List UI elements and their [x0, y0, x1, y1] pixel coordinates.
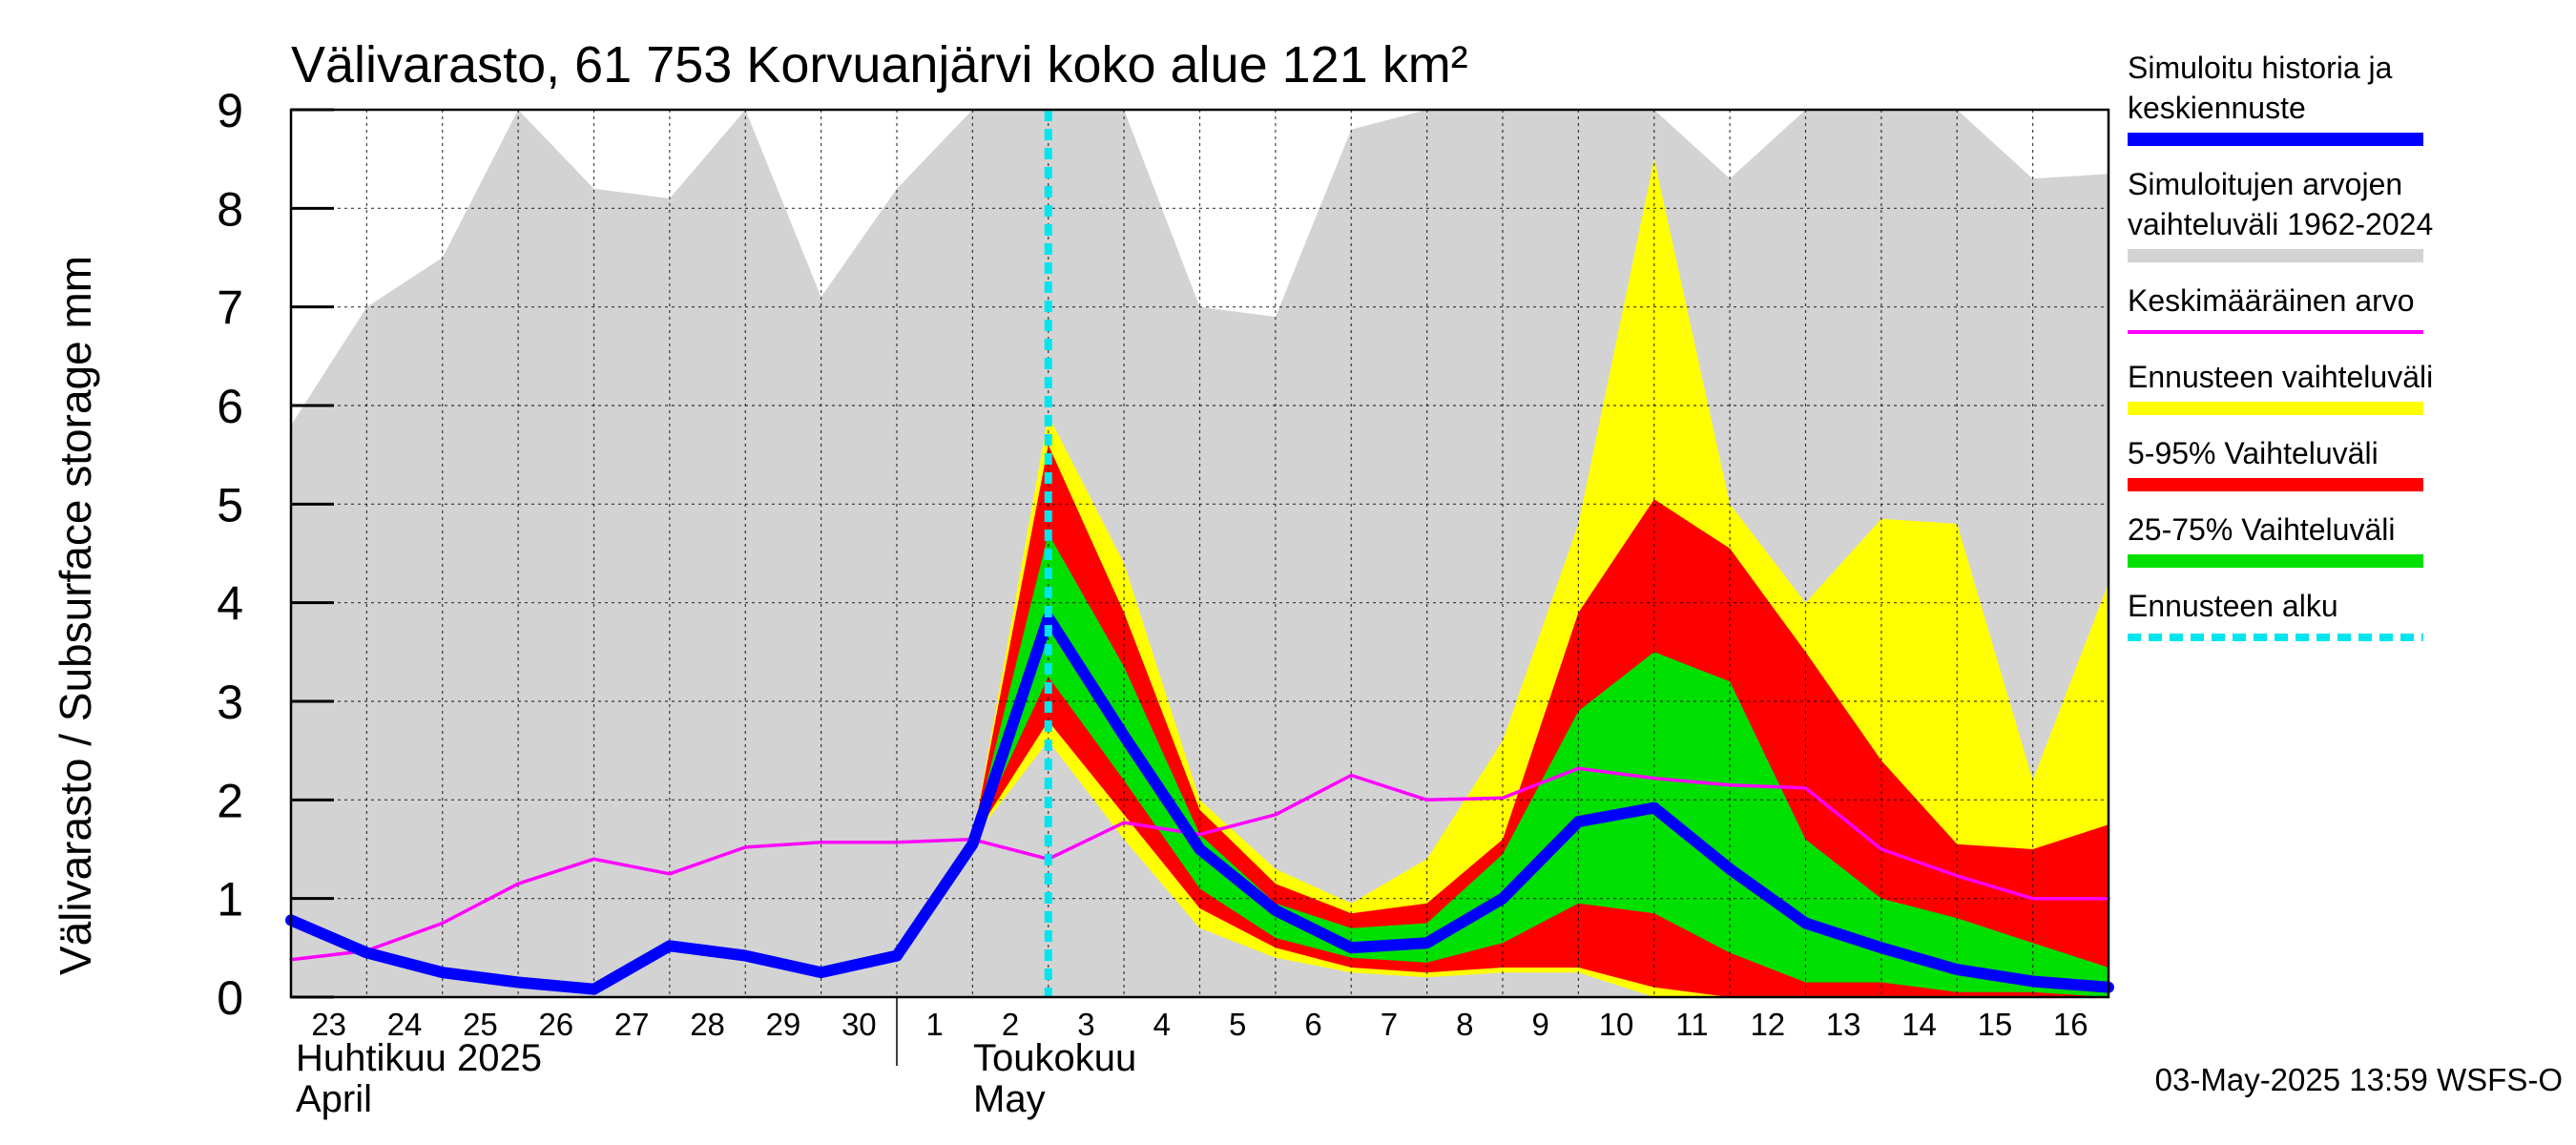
x-tick-label: 1 [926, 1007, 944, 1042]
y-tick-label: 7 [217, 281, 243, 335]
legend-label: 5-95% Vaihteluväli [2128, 436, 2379, 470]
x-tick-label: 15 [1978, 1007, 2013, 1042]
x-tick-label: 2 [1002, 1007, 1019, 1042]
legend-label: Simuloitu historia ja [2128, 51, 2393, 85]
x-tick-label: 4 [1153, 1007, 1171, 1042]
chart-title: Välivarasto, 61 753 Korvuanjärvi koko al… [291, 36, 1468, 94]
x-tick-label: 7 [1381, 1007, 1398, 1042]
x-tick-label: 8 [1456, 1007, 1473, 1042]
x-tick-label: 11 [1675, 1007, 1708, 1042]
month-label: Toukokuu [973, 1037, 1136, 1079]
y-tick-label: 3 [217, 676, 243, 729]
month-label: Huhtikuu 2025 [296, 1037, 542, 1079]
x-tick-label: 27 [614, 1007, 650, 1042]
legend-label: Simuloitujen arvojen [2128, 167, 2402, 201]
simulated-median-line [285, 612, 2114, 995]
y-tick-label: 1 [217, 873, 243, 926]
x-tick-label: 10 [1599, 1007, 1634, 1042]
legend: Simuloitu historia ja keskiennuste Simuloi… [2128, 51, 2433, 641]
y-tick-label: 0 [217, 971, 243, 1025]
legend-label: 25-75% Vaihteluväli [2128, 512, 2395, 547]
x-tick-label: 24 [387, 1007, 423, 1042]
p25-75-band [972, 533, 2109, 997]
legend-label: Ennusteen vaihteluväli [2128, 360, 2433, 394]
x-tick-label: 14 [1901, 1007, 1937, 1042]
legend-label: Keskimääräinen arvo [2128, 283, 2415, 318]
legend-label: vaihteluväli 1962-2024 [2128, 207, 2433, 241]
y-tick-label: 9 [217, 84, 243, 137]
month-label-english: April [296, 1078, 372, 1120]
x-tick-label: 13 [1826, 1007, 1861, 1042]
y-tick-label: 6 [217, 380, 243, 433]
x-tick-label: 9 [1532, 1007, 1549, 1042]
x-tick-label: 26 [538, 1007, 573, 1042]
y-tick-label: 4 [217, 577, 243, 631]
x-tick-label: 6 [1304, 1007, 1321, 1042]
x-tick-label: 25 [463, 1007, 498, 1042]
x-tick-label: 30 [841, 1007, 877, 1042]
legend-label: keskiennuste [2128, 91, 2306, 125]
month-label-english: May [973, 1078, 1046, 1120]
x-tick-label: 3 [1077, 1007, 1094, 1042]
y-tick-label: 2 [217, 774, 243, 827]
mean-line [289, 766, 2110, 962]
x-tick-label: 29 [766, 1007, 801, 1042]
x-tick-label: 5 [1229, 1007, 1246, 1042]
x-tick-label: 28 [690, 1007, 725, 1042]
legend-label: Ennusteen alku [2128, 589, 2338, 623]
y-tick-label: 8 [217, 182, 243, 236]
plot-area [285, 110, 2114, 997]
y-tick-label: 5 [217, 478, 243, 531]
timestamp: 03-May-2025 13:59 WSFS-O [2155, 1062, 2563, 1097]
plot-frame [289, 108, 2110, 999]
y-axis-label: Välivarasto / Subsurface storage mm [51, 256, 100, 975]
x-tick-label: 23 [311, 1007, 346, 1042]
x-tick-label: 16 [2053, 1007, 2088, 1042]
x-tick-label: 12 [1750, 1007, 1785, 1042]
